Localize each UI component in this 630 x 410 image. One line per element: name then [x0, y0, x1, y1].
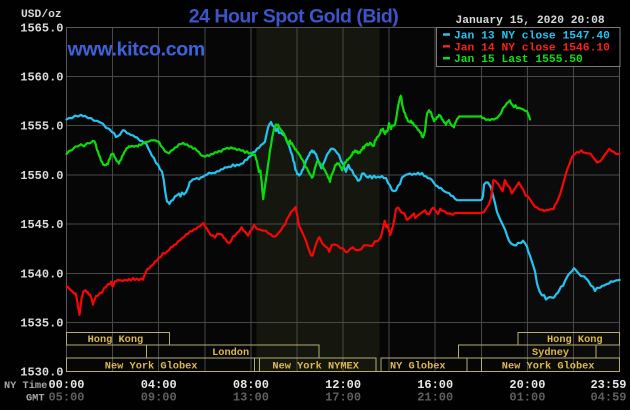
svg-text:08:00: 08:00: [233, 378, 269, 392]
svg-text:24 Hour Spot Gold (Bid): 24 Hour Spot Gold (Bid): [189, 5, 398, 27]
svg-text:www.kitco.com: www.kitco.com: [67, 39, 205, 61]
svg-text:Sydney: Sydney: [532, 347, 569, 359]
svg-text:04:00: 04:00: [141, 378, 177, 392]
svg-text:23:59: 23:59: [590, 378, 626, 392]
svg-text:20:00: 20:00: [509, 378, 545, 392]
svg-text:1545.0: 1545.0: [20, 218, 63, 232]
svg-text:1565.0: 1565.0: [20, 21, 63, 35]
svg-text:05:00: 05:00: [48, 391, 84, 405]
svg-text:1535.0: 1535.0: [20, 317, 63, 331]
svg-text:Jan 14 NY close 1546.10: Jan 14 NY close 1546.10: [454, 42, 610, 54]
svg-text:16:00: 16:00: [417, 378, 453, 392]
svg-text:1540.0: 1540.0: [20, 267, 63, 281]
svg-text:1555.0: 1555.0: [20, 120, 63, 134]
svg-text:New York NYMEX: New York NYMEX: [272, 360, 359, 372]
svg-text:04:59: 04:59: [590, 391, 626, 405]
svg-text:GMT: GMT: [26, 393, 45, 405]
svg-text:New York Globex: New York Globex: [105, 360, 198, 372]
svg-text:1560.0: 1560.0: [20, 71, 63, 85]
svg-text:NY Globex: NY Globex: [390, 360, 446, 372]
svg-text:00:00: 00:00: [48, 378, 84, 392]
svg-text:01:00: 01:00: [509, 391, 545, 405]
svg-text:Jan 15 Last 1555.50: Jan 15 Last 1555.50: [454, 54, 583, 66]
svg-text:New York Globex: New York Globex: [502, 360, 595, 372]
svg-text:09:00: 09:00: [141, 391, 177, 405]
svg-text:12:00: 12:00: [325, 378, 361, 392]
svg-text:NY Time: NY Time: [4, 380, 47, 392]
svg-text:Jan 13 NY close 1547.40: Jan 13 NY close 1547.40: [454, 31, 610, 43]
svg-text:17:00: 17:00: [325, 391, 361, 405]
svg-text:USD/oz: USD/oz: [21, 9, 62, 21]
svg-text:Hong Kong: Hong Kong: [88, 334, 144, 346]
svg-text:January 15, 2020 20:08: January 15, 2020 20:08: [456, 15, 605, 27]
svg-text:1550.0: 1550.0: [20, 169, 63, 183]
svg-text:21:00: 21:00: [417, 391, 453, 405]
svg-text:Hong Kong: Hong Kong: [547, 334, 603, 346]
svg-text:1530.0: 1530.0: [20, 366, 63, 380]
svg-text:London: London: [212, 347, 249, 359]
svg-text:13:00: 13:00: [233, 391, 269, 405]
